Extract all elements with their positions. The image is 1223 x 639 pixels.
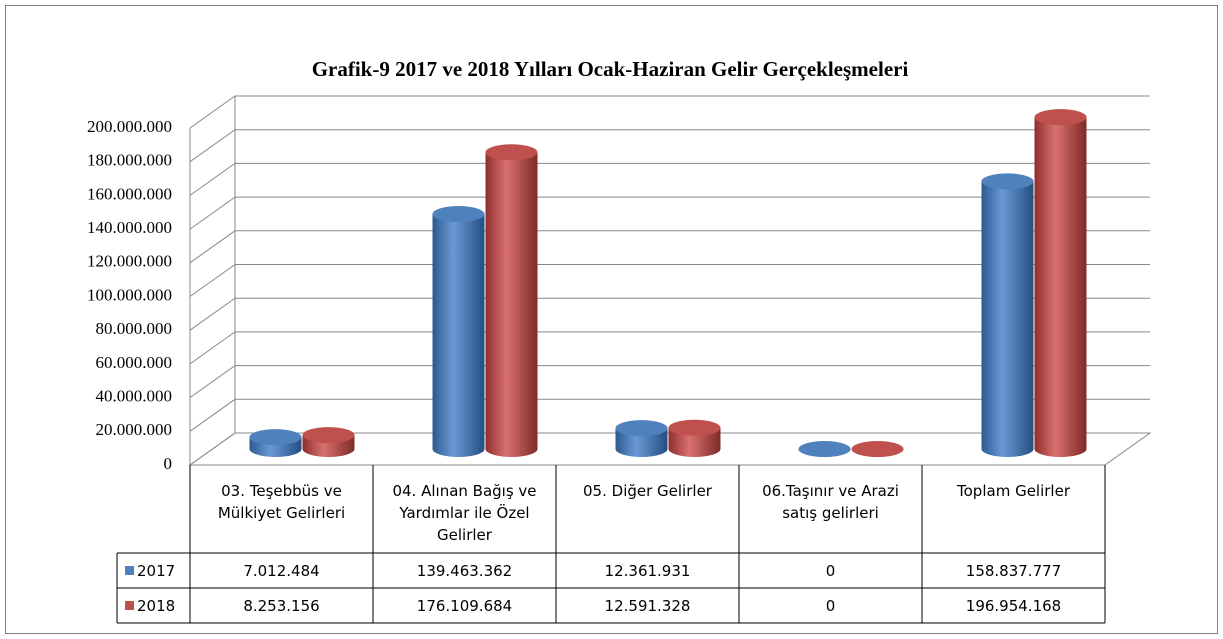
cylinder-body [981, 181, 1034, 458]
cylinder-top [485, 144, 538, 161]
value-label: 12.591.328 [604, 596, 691, 615]
cylinder [668, 419, 721, 457]
value-label: 12.361.931 [604, 561, 691, 580]
grid-line [189, 129, 1150, 163]
grid-line [189, 95, 1150, 129]
cylinder-body [1034, 117, 1087, 457]
legend-label: 2017 [137, 561, 176, 580]
cylinder-top [249, 429, 302, 446]
grid-line [189, 331, 1150, 365]
y-tick-label: 140.000.000 [87, 218, 172, 237]
grid-line [189, 365, 1150, 399]
category-label: 05. Diğer Gelirler [583, 482, 712, 500]
cylinder [851, 441, 904, 457]
y-tick-label: 160.000.000 [87, 184, 172, 203]
cylinder-top [798, 441, 851, 457]
y-tick-label: 80.000.000 [96, 319, 173, 338]
chart-border [5, 5, 1218, 634]
grid-line [189, 230, 1150, 264]
chart-title: Grafik-9 2017 ve 2018 Yılları Ocak-Hazir… [312, 57, 909, 81]
cylinder-top [981, 173, 1034, 190]
grid-line [189, 264, 1150, 297]
legend-label: 2018 [137, 596, 176, 615]
cylinder [798, 441, 851, 457]
legend-entry: 2017 [117, 553, 190, 588]
cylinder [981, 173, 1034, 458]
legend-entry: 2018 [117, 588, 190, 623]
cylinder-top [302, 427, 355, 444]
category-label: 04. Alınan Bağış ve Yardımlar ile Özel G… [392, 482, 537, 544]
value-label: 0 [825, 596, 836, 615]
grid-line [189, 297, 1150, 331]
y-tick-label: 180.000.000 [87, 151, 172, 170]
category-label: 06.Taşınır ve Arazi satış gelirleri [762, 482, 899, 522]
y-tick-label: 200.000.000 [87, 117, 172, 136]
value-label: 158.837.777 [965, 561, 1062, 580]
value-label: 196.954.168 [965, 596, 1062, 615]
cylinder-top [668, 419, 721, 436]
y-tick-label: 0 [164, 454, 173, 473]
cylinder-body [668, 427, 721, 457]
grid-line [189, 398, 1150, 432]
value-label: 8.253.156 [243, 596, 320, 615]
cylinder-top [432, 206, 485, 223]
y-tick-label: 20.000.000 [96, 420, 173, 439]
cylinder-body [485, 152, 538, 457]
value-label: 176.109.684 [416, 596, 513, 615]
cylinder [485, 144, 538, 457]
grid-line [189, 162, 1150, 196]
value-label: 139.463.362 [416, 561, 513, 580]
legend-key [125, 601, 134, 610]
category-label: 03. Teşebbüs ve Mülkiyet Gelirleri [217, 482, 346, 522]
legend-key [125, 566, 134, 575]
cylinder [615, 420, 668, 457]
y-tick-label: 60.000.000 [96, 353, 173, 372]
category-label: Toplam Gelirler [957, 482, 1070, 500]
cylinder [1034, 109, 1087, 457]
y-tick-label: 120.000.000 [87, 252, 172, 271]
value-label: 0 [825, 561, 836, 580]
cylinder [432, 206, 485, 457]
value-label: 7.012.484 [243, 561, 320, 580]
cylinder-body [615, 428, 668, 457]
cylinder-top [851, 441, 904, 457]
y-tick-label: 40.000.000 [96, 387, 173, 406]
grid-line [189, 432, 1150, 466]
y-tick-label: 100.000.000 [87, 285, 172, 304]
cylinder [249, 429, 302, 457]
cylinder-top [615, 420, 668, 437]
grid-line [189, 196, 1150, 230]
cylinder [302, 427, 355, 457]
cylinder-body [432, 214, 485, 457]
cylinder-top [1034, 109, 1087, 126]
